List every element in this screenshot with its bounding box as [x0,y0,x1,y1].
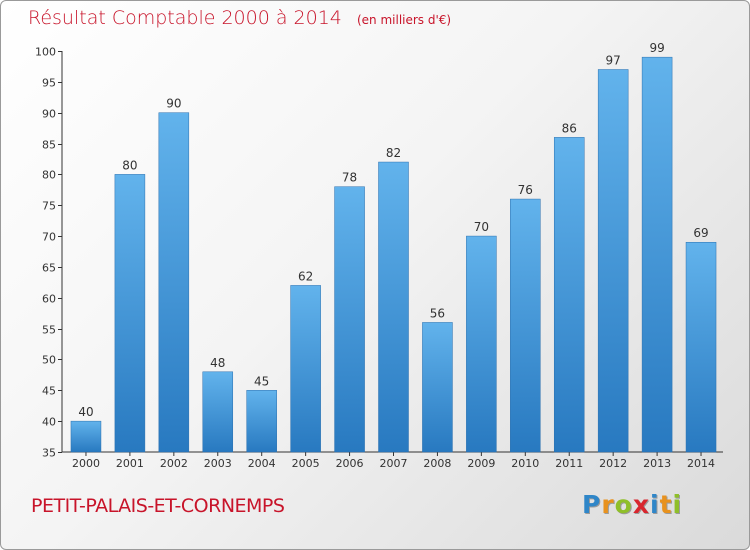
chart-title: Résultat Comptable 2000 à 2014 [28,7,342,29]
x-tick-label-2014: 2014 [687,457,715,470]
y-tick-label: 35 [42,447,56,460]
x-tick-label-2013: 2013 [643,457,671,470]
value-label-2009: 70 [474,220,489,234]
value-label-2012: 97 [606,54,621,68]
x-tick-label-2012: 2012 [599,457,627,470]
y-tick-label: 60 [42,293,56,306]
y-tick-label: 85 [42,139,56,152]
y-tick-label: 75 [42,200,56,213]
x-tick-label-2003: 2003 [204,457,232,470]
x-tick-label-2005: 2005 [292,457,320,470]
x-tick-label-2001: 2001 [116,457,144,470]
bar-2006 [334,186,365,453]
value-label-2004: 45 [254,374,269,388]
value-label-2006: 78 [342,171,357,185]
bar-2004 [246,390,277,453]
value-label-2010: 76 [518,183,533,197]
x-tick-label-2006: 2006 [336,457,364,470]
x-tick-label-2002: 2002 [160,457,188,470]
x-tick-label-2004: 2004 [248,457,276,470]
y-tick-label: 90 [42,108,56,121]
y-tick-label: 70 [42,231,56,244]
title-row: Résultat Comptable 2000 à 2014 (en milli… [28,7,451,29]
y-tick-label: 40 [42,416,56,429]
value-label-2003: 48 [210,356,225,370]
x-tick-label-2000: 2000 [72,457,100,470]
value-label-2002: 90 [166,97,181,111]
bar-2007 [378,161,409,453]
value-label-2008: 56 [430,306,445,320]
value-label-2014: 69 [693,226,708,240]
value-label-2011: 86 [562,121,577,135]
bar-2001 [114,174,146,453]
bar-2010 [510,198,541,453]
x-tick-label-2009: 2009 [467,457,495,470]
bar-2008 [422,322,453,453]
bars [70,56,717,453]
y-tick-label: 65 [42,262,56,275]
value-label-2000: 40 [78,405,93,419]
bar-2009 [466,235,497,453]
value-label-2005: 62 [298,269,313,283]
y-tick-label: 45 [42,385,56,398]
bar-2014 [685,241,717,453]
y-tick-label: 50 [42,354,56,367]
labels: 40 80 90 48 45 62 78 82 56 70 76 86 97 99 69 [78,41,708,419]
value-label-2001: 80 [122,158,137,172]
y-tick-label: 95 [42,77,56,90]
proxiti-logo[interactable]: Proxiti [582,490,683,519]
bar-2011 [553,137,585,453]
bar-2002 [158,112,190,453]
x-tick-label-2007: 2007 [380,457,408,470]
bar-2005 [290,285,321,453]
value-label-2007: 82 [386,146,401,160]
commune-name: PETIT-PALAIS-ET-CORNEMPS [31,495,285,517]
bar-2012 [597,69,629,453]
bar-2013 [641,56,673,453]
x-tick-label-2010: 2010 [511,457,539,470]
chart-subtitle: (en milliers d'€) [356,13,452,27]
bar-2000 [70,420,102,453]
bar-2003 [202,371,234,453]
y-tick-label: 55 [42,324,56,337]
y-tick-label: 80 [42,169,56,182]
x-tick-label-2008: 2008 [423,457,451,470]
x-tick-label-2011: 2011 [555,457,583,470]
value-label-2013: 99 [649,41,664,55]
y-tick-label: 100 [35,46,56,59]
